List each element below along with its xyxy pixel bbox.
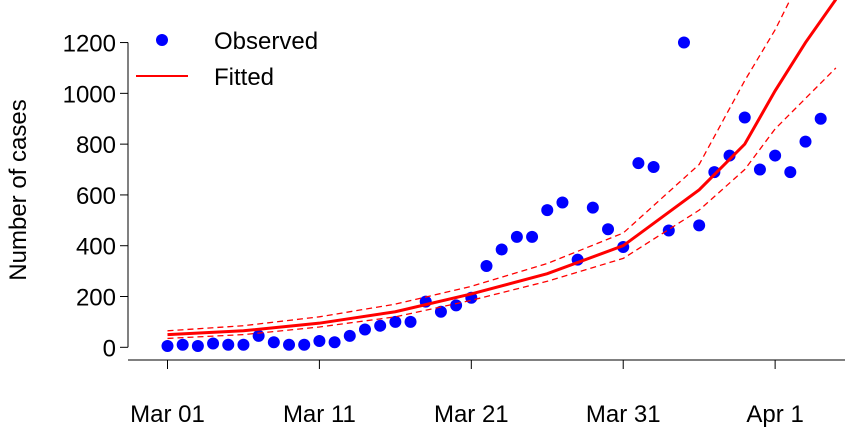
point: [526, 230, 539, 243]
point: [374, 319, 387, 332]
y-tick-label: 0: [103, 335, 116, 362]
x-tick-label: Mar 01: [130, 401, 205, 428]
point: [222, 338, 235, 351]
y-tick-label: 1000: [63, 81, 116, 108]
y-tick-label: 800: [76, 132, 116, 159]
fitted-line: [167, 0, 838, 337]
legend-label: Observed: [214, 28, 318, 55]
point: [753, 163, 766, 176]
y-tick-label: 1200: [63, 31, 116, 58]
x-tick-label: Apr 1: [746, 401, 803, 428]
point: [267, 336, 280, 349]
point: [328, 336, 341, 349]
point: [693, 219, 706, 232]
confidence-line: [167, 67, 837, 340]
y-tick-label: 400: [76, 234, 116, 261]
point: [298, 338, 311, 351]
point: [510, 230, 523, 243]
point: [343, 329, 356, 342]
point: [313, 334, 326, 347]
point: [283, 338, 296, 351]
point: [495, 243, 508, 256]
y-axis-label: Number of cases: [5, 99, 32, 280]
point: [814, 112, 827, 125]
point: [480, 260, 493, 273]
point: [784, 166, 797, 179]
y-tick-label: 200: [76, 285, 116, 312]
point: [647, 160, 660, 173]
legend-marker: [156, 34, 168, 46]
plot-area: [161, 0, 838, 353]
point: [723, 149, 736, 162]
point: [799, 135, 812, 148]
x-tick-label: Mar 31: [586, 401, 661, 428]
y-tick-label: 600: [76, 183, 116, 210]
point: [708, 166, 721, 179]
legend-label: Fitted: [214, 64, 274, 91]
point: [556, 196, 569, 209]
point: [434, 305, 447, 318]
point: [541, 204, 554, 217]
point: [404, 315, 417, 328]
point: [207, 337, 220, 350]
point: [677, 36, 690, 49]
point: [252, 329, 265, 342]
point: [358, 323, 371, 336]
point: [738, 111, 751, 124]
point: [389, 315, 402, 328]
point: [161, 340, 174, 353]
point: [191, 340, 204, 353]
point: [176, 338, 189, 351]
point: [586, 201, 599, 214]
x-tick-label: Mar 11: [283, 401, 356, 428]
point: [602, 223, 615, 236]
point: [450, 299, 463, 312]
point: [237, 338, 250, 351]
point: [769, 149, 782, 162]
point: [632, 157, 645, 170]
x-tick-label: Mar 21: [434, 401, 509, 428]
